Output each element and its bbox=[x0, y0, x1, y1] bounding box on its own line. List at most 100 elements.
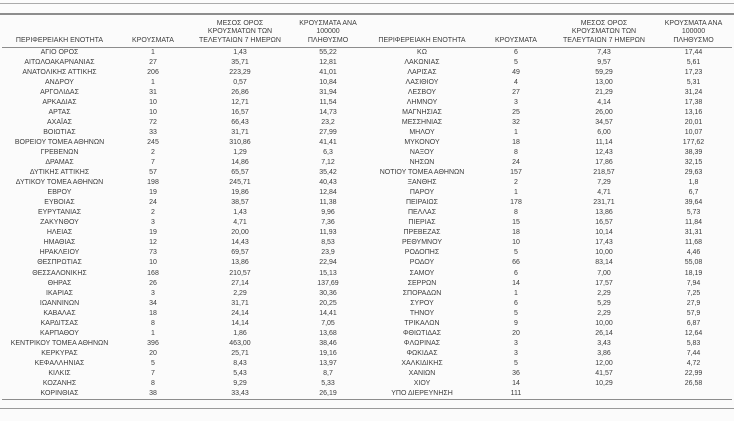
cell-region: ΚΟΖΑΝΗΣ bbox=[42, 380, 77, 388]
cell-cases: 18 bbox=[512, 229, 520, 237]
table-row: ΚΕΡΚΥΡΑΣ 20 25,71 19,16 ΦΩΚΙΔΑΣ 3 3,86 7,44 bbox=[2, 349, 732, 359]
cell-region: ΣΠΟΡΑΔΩΝ bbox=[402, 289, 442, 297]
cell-cases: 178 bbox=[510, 199, 522, 207]
cell-cases: 3 bbox=[151, 289, 155, 297]
cell-cases: 1 bbox=[151, 78, 155, 86]
table-row: ΑΡΤΑΣ 10 16,57 14,73 ΜΑΓΝΗΣΙΑΣ 25 26,00 13,16 bbox=[2, 108, 732, 118]
cell-avg7: 12,71 bbox=[231, 98, 249, 106]
cell-avg7: 24,14 bbox=[231, 309, 249, 317]
cell-per100k: 55,22 bbox=[319, 48, 337, 56]
cell-per100k: 39,64 bbox=[684, 199, 703, 207]
table-row: ΙΚΑΡΙΑΣ 3 2,29 30,36 ΣΠΟΡΑΔΩΝ 1 2,29 7,25 bbox=[2, 289, 732, 299]
rule-top-inner bbox=[0, 13, 734, 15]
cell-cases: 36 bbox=[512, 370, 520, 377]
cell-cases: 157 bbox=[510, 169, 522, 177]
cell-avg7: 4,71 bbox=[233, 219, 247, 227]
cell-avg7: 14,43 bbox=[231, 239, 249, 247]
cell-per100k: 38,46 bbox=[319, 339, 337, 347]
cell-region: ΦΘΙΩΤΙΔΑΣ bbox=[402, 329, 442, 337]
cell-per100k: 31,31 bbox=[684, 229, 703, 237]
cell-per100k: 8,53 bbox=[321, 239, 335, 247]
table-body: ΑΓΙΟ ΟΡΟΣ 1 1,43 55,22 ΚΩ 6 7,43 17,44 ΑΙΤΩΛΟΑΚΑ… bbox=[2, 47, 732, 400]
cell-avg7: 2,29 bbox=[597, 309, 611, 317]
cell-avg7: 38,57 bbox=[231, 199, 249, 207]
table-row: ΗΡΑΚΛΕΙΟΥ 73 69,57 23,9 ΡΟΔΟΠΗΣ 5 10,00 4,46 bbox=[2, 248, 732, 258]
cell-region: ΠΑΡΟΥ bbox=[409, 189, 435, 197]
cell-cases: 396 bbox=[147, 339, 159, 347]
cell-avg7: 35,71 bbox=[231, 58, 249, 66]
cell-cases: 34 bbox=[149, 299, 157, 307]
cell-region: ΚΕΡΚΥΡΑΣ bbox=[41, 349, 78, 357]
cell-region: ΔΥΤΙΚΟΥ ΤΟΜΕΑ ΑΘΗΝΩΝ bbox=[15, 179, 104, 187]
rule-bottom-outer bbox=[0, 408, 734, 409]
cell-per100k: 7,36 bbox=[321, 219, 335, 227]
cell-cases: 9 bbox=[514, 319, 518, 327]
table-row: ΗΛΕΙΑΣ 19 20,00 11,93 ΠΡΕΒΕΖΑΣ 18 10,14 31,31 bbox=[2, 228, 732, 238]
cell-cases: 20 bbox=[149, 349, 157, 357]
cell-region: ΚΑΒΑΛΑΣ bbox=[43, 309, 76, 317]
cell-cases: 57 bbox=[149, 169, 157, 177]
cell-cases: 10 bbox=[149, 259, 157, 267]
cell-region: ΕΒΡΟΥ bbox=[47, 189, 72, 197]
table-row: ΘΕΣΠΡΩΤΙΑΣ 10 13,86 22,94 ΡΟΔΟΥ 66 83,14 55,08 bbox=[2, 258, 732, 268]
table-row: ΑΙΤΩΛΟΑΚΑΡΝΑΝΙΑΣ 27 35,71 12,81 ΛΑΚΩΝΙΑΣ 5 9,5… bbox=[2, 58, 732, 68]
cell-avg7: 27,14 bbox=[231, 279, 249, 287]
cell-per100k: 26,19 bbox=[319, 390, 337, 398]
cell-cases: 10 bbox=[512, 239, 520, 247]
table-header: ΠΕΡΙΦΕΡΕΙΑΚΗ ΕΝΟΤΗΤΑ ΚΡΟΥΣΜΑΤΑ ΜΕΣΟΣ ΟΡΟΣ … bbox=[2, 16, 732, 48]
col-header-per100k-left: ΚΡΟΥΣΜΑΤΑ ΑΝΑ 100000 ΠΛΗΘΥΣΜΟ bbox=[291, 16, 365, 48]
cell-avg7: 218,57 bbox=[593, 169, 615, 177]
cell-region: ΜΑΓΝΗΣΙΑΣ bbox=[402, 108, 442, 116]
cell-avg7: 2,29 bbox=[233, 289, 247, 297]
col-header-cases-left: ΚΡΟΥΣΜΑΤΑ bbox=[117, 16, 189, 48]
cell-per100k: 12,64 bbox=[684, 329, 703, 337]
cell-avg7: 5,29 bbox=[597, 299, 611, 307]
cell-avg7: 6,00 bbox=[597, 128, 611, 136]
cell-region: ΖΑΚΥΝΘΟΥ bbox=[40, 219, 79, 227]
cell-per100k: 17,38 bbox=[684, 98, 703, 106]
cell-per100k: 19,16 bbox=[319, 349, 337, 357]
cell-region: ΑΝΔΡΟΥ bbox=[45, 78, 74, 86]
cell-avg7: 10,29 bbox=[595, 380, 613, 388]
cell-cases: 6 bbox=[514, 48, 518, 56]
cell-region: ΕΥΡΥΤΑΝΙΑΣ bbox=[37, 209, 82, 217]
cell-avg7: 31,71 bbox=[231, 128, 249, 136]
cell-cases: 5 bbox=[151, 359, 155, 367]
cell-region: ΓΡΕΒΕΝΩΝ bbox=[40, 148, 79, 156]
cell-per100k: 22,94 bbox=[319, 259, 337, 267]
table-row: ΓΡΕΒΕΝΩΝ 2 1,29 6,3 ΝΑΞΟΥ 8 12,43 38,39 bbox=[2, 148, 732, 158]
cell-region: ΦΩΚΙΔΑΣ bbox=[406, 349, 438, 357]
cell-avg7: 8,43 bbox=[233, 359, 247, 367]
cell-per100k: 13,97 bbox=[319, 359, 337, 367]
cell-cases: 15 bbox=[512, 219, 520, 227]
cell-per100k: 10,07 bbox=[684, 128, 703, 136]
cell-region: ΒΟΡΕΙΟΥ ΤΟΜΕΑ ΑΘΗΝΩΝ bbox=[14, 138, 105, 146]
cell-per100k: 40,43 bbox=[319, 179, 337, 187]
cell-per100k: 5,31 bbox=[686, 78, 701, 86]
cell-per100k: 20,25 bbox=[319, 299, 337, 307]
table-row: ΚΕΝΤΡΙΚΟΥ ΤΟΜΕΑ ΑΘΗΝΩΝ 396 463,00 38,46 ΦΛΩΡ… bbox=[2, 339, 732, 349]
cell-per100k: 177,62 bbox=[682, 138, 705, 146]
col-header-per100k-right: ΚΡΟΥΣΜΑΤΑ ΑΝΑ 100000 ΠΛΗΘΥΣΜΟ bbox=[655, 16, 732, 48]
cell-avg7 bbox=[553, 389, 655, 400]
cell-region: ΗΡΑΚΛΕΙΟΥ bbox=[39, 249, 80, 257]
table-row: ΗΜΑΘΙΑΣ 12 14,43 8,53 ΡΕΘΥΜΝΟΥ 10 17,43 11,68 bbox=[2, 238, 732, 248]
cell-region: ΛΑΣΙΘΙΟΥ bbox=[405, 78, 439, 86]
cell-cases: 1 bbox=[514, 289, 518, 297]
cell-cases: 49 bbox=[512, 68, 520, 76]
cell-avg7: 13,86 bbox=[595, 209, 613, 217]
cell-avg7: 59,29 bbox=[595, 68, 613, 76]
cell-region: ΔΥΤΙΚΗΣ ΑΤΤΙΚΗΣ bbox=[29, 169, 90, 177]
cell-avg7: 10,00 bbox=[595, 319, 613, 327]
cell-per100k: 5,61 bbox=[686, 58, 701, 66]
header-row: ΠΕΡΙΦΕΡΕΙΑΚΗ ΕΝΟΤΗΤΑ ΚΡΟΥΣΜΑΤΑ ΜΕΣΟΣ ΟΡΟΣ … bbox=[2, 16, 732, 48]
cell-avg7: 0,57 bbox=[233, 78, 247, 86]
cell-cases: 66 bbox=[512, 259, 520, 267]
cell-per100k: 11,84 bbox=[685, 219, 702, 227]
cell-region: ΚΙΛΚΙΣ bbox=[48, 370, 71, 377]
cell-per100k: 27,99 bbox=[319, 128, 337, 136]
cell-per100k: 5,33 bbox=[321, 380, 335, 388]
cell-avg7: 223,29 bbox=[229, 68, 251, 76]
cell-avg7: 31,71 bbox=[231, 299, 249, 307]
cell-region: ΠΙΕΡΙΑΣ bbox=[408, 219, 436, 227]
